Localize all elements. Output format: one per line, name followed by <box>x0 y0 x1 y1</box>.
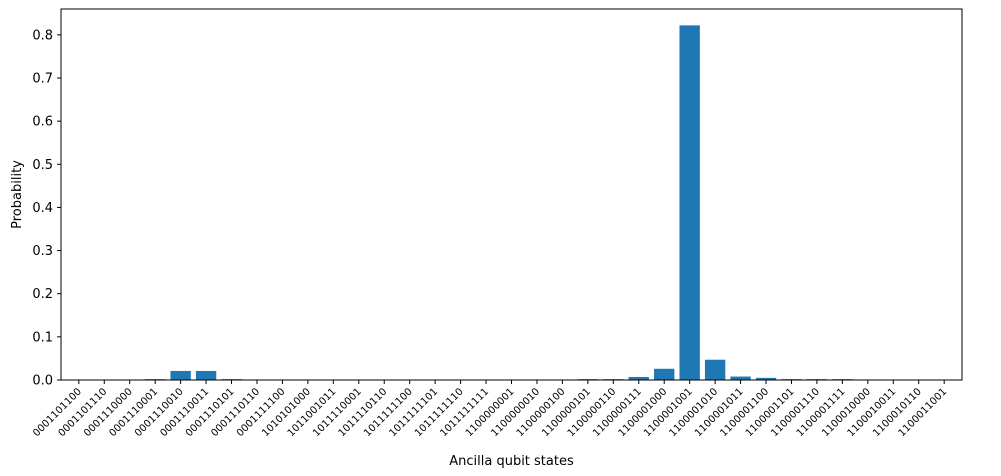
y-tick-label: 0.1 <box>32 330 53 345</box>
bar-1100000111 <box>628 376 649 380</box>
bar-1100001011 <box>730 376 751 380</box>
bar-1100001010 <box>704 359 726 380</box>
y-tick-label: 0.5 <box>32 158 53 173</box>
x-axis: 0001101100000110111000011100000001110001… <box>31 380 949 439</box>
x-axis-label: Ancilla qubit states <box>449 454 574 469</box>
y-tick-label: 0.2 <box>32 287 53 302</box>
y-tick-label: 0.8 <box>32 28 53 43</box>
bar-1100001100 <box>755 377 777 380</box>
bar-1100001000 <box>654 368 675 380</box>
y-tick-label: 0.4 <box>32 201 53 216</box>
y-tick-label: 0.0 <box>32 374 53 389</box>
bar-0001110010 <box>170 370 191 380</box>
y-tick-label: 0.6 <box>32 115 53 130</box>
y-tick-label: 0.7 <box>32 72 53 87</box>
y-tick-label: 0.3 <box>32 244 53 259</box>
plot-frame <box>60 8 963 381</box>
y-axis-label: Probability <box>10 160 25 229</box>
bar-1100001001 <box>679 25 700 380</box>
bar-0001110011 <box>195 370 217 380</box>
bars-group <box>68 25 955 380</box>
y-axis: 0.0 0.1 0.2 0.3 0.4 0.5 0.6 0.7 0.8 <box>32 28 61 389</box>
